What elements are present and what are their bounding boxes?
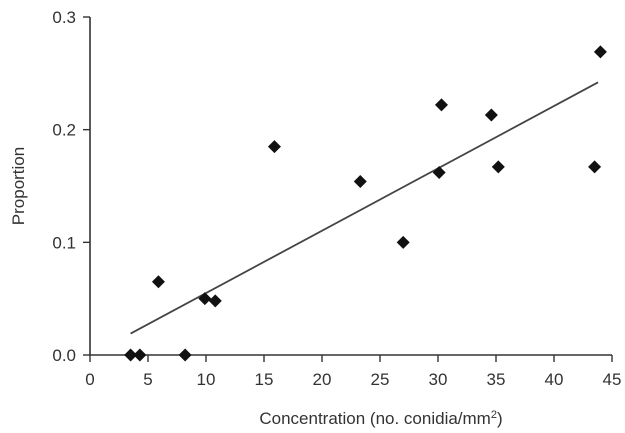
axes: 0 5 10 15 20 25 30 35 40 45 0.0 0.1 0.2 0.3 — [52, 8, 621, 389]
data-point — [178, 348, 192, 362]
y-tick-label: 0.1 — [52, 233, 76, 252]
x-tick-label: 40 — [545, 370, 564, 389]
x-tick-label: 45 — [603, 370, 622, 389]
data-point — [484, 108, 498, 122]
data-point — [491, 160, 505, 174]
data-point — [432, 165, 446, 179]
data-point — [208, 294, 222, 308]
data-point — [434, 98, 448, 112]
y-axis-label: Proportion — [9, 147, 28, 225]
x-tick-label: 15 — [255, 370, 274, 389]
x-tick-label: 5 — [143, 370, 152, 389]
x-axis-label-superscript: 2 — [491, 409, 497, 421]
data-point — [593, 45, 607, 59]
data-point — [124, 348, 138, 362]
x-tick-label: 10 — [197, 370, 216, 389]
data-point — [588, 160, 602, 174]
y-ticks: 0.0 0.1 0.2 0.3 — [52, 8, 90, 365]
y-tick-label: 0.3 — [52, 8, 76, 27]
data-point — [133, 348, 147, 362]
x-tick-label: 20 — [313, 370, 332, 389]
data-point — [151, 275, 165, 289]
data-points — [124, 45, 607, 362]
x-tick-label: 35 — [487, 370, 506, 389]
data-point — [396, 235, 410, 249]
x-axis-label: Concentration (no. conidia/mm2) — [259, 409, 502, 428]
data-point — [198, 292, 212, 306]
x-ticks: 0 5 10 15 20 25 30 35 40 45 — [85, 355, 621, 389]
y-tick-label: 0.2 — [52, 121, 76, 140]
data-point — [353, 174, 367, 188]
x-tick-label: 25 — [371, 370, 390, 389]
y-tick-label: 0.0 — [52, 346, 76, 365]
x-axis-label-suffix: ) — [497, 409, 503, 428]
x-tick-label: 0 — [85, 370, 94, 389]
data-point — [267, 140, 281, 154]
trend-line — [130, 81, 599, 335]
x-axis-label-main: Concentration (no. conidia/mm — [259, 409, 491, 428]
x-tick-label: 30 — [429, 370, 448, 389]
